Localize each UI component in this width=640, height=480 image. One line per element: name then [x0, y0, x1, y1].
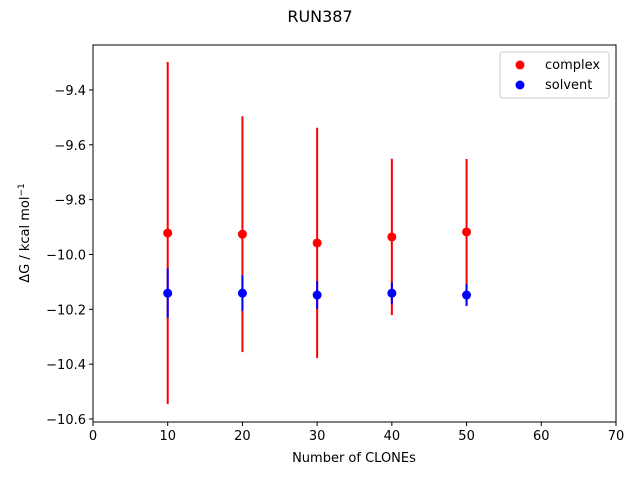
x-tick-label: 20	[234, 429, 251, 444]
legend-marker	[515, 60, 525, 70]
legend-label: solvent	[545, 78, 592, 93]
y-axis-label-main: ΔG / kcal mol	[18, 197, 33, 283]
y-tick-label: −10.0	[46, 248, 86, 263]
point	[312, 238, 322, 248]
point	[462, 227, 472, 237]
chart-title: RUN387	[287, 7, 352, 26]
legend-box	[499, 51, 610, 99]
y-tick-label: −9.4	[54, 84, 86, 99]
x-tick-label: 70	[608, 429, 625, 444]
point	[237, 288, 247, 298]
x-tick-label: 0	[89, 429, 97, 444]
x-tick-label: 30	[309, 429, 326, 444]
y-axis-label-superscript: −1	[17, 183, 27, 196]
y-tick-label: −9.8	[54, 194, 86, 209]
x-tick-label: 40	[384, 429, 401, 444]
x-axis-label: Number of CLONEs	[292, 451, 416, 466]
legend-label: complex	[545, 58, 600, 73]
point	[237, 229, 247, 239]
point	[387, 232, 397, 242]
x-tick-label: 60	[533, 429, 550, 444]
point	[312, 290, 322, 300]
y-tick-label: −9.6	[54, 139, 86, 154]
y-axis-label: ΔG / kcal mol−1	[17, 183, 33, 283]
point	[163, 288, 173, 298]
x-tick-label: 10	[159, 429, 176, 444]
y-tick-label: −10.4	[46, 358, 86, 373]
point	[462, 290, 472, 300]
point	[163, 228, 173, 238]
plot-frame	[92, 44, 617, 423]
y-tick-label: −10.6	[46, 413, 86, 428]
point	[387, 288, 397, 298]
x-tick-label: 50	[458, 429, 475, 444]
legend-marker	[515, 80, 525, 90]
y-tick-label: −10.2	[46, 303, 86, 318]
